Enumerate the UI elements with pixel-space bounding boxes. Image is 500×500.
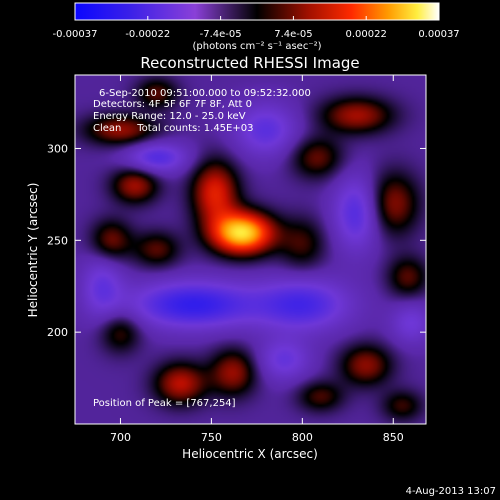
colorbar-unit-label: (photons cm⁻² s⁻¹ asec⁻²) — [192, 41, 321, 52]
y-tick-label: 250 — [47, 234, 68, 247]
x-tick-label: 800 — [292, 431, 313, 444]
y-tick-label: 300 — [47, 142, 68, 155]
x-axis-label: Heliocentric X (arcsec) — [182, 447, 318, 461]
colorbar — [74, 2, 440, 21]
colorbar-tick-label: -7.4e-05 — [200, 29, 242, 40]
x-tick-label: 750 — [201, 431, 222, 444]
energy-range-annotation: Energy Range: 12.0 - 25.0 keV — [93, 111, 246, 122]
detectors-annotation: Detectors: 4F 5F 6F 7F 8F, Att 0 — [93, 99, 252, 110]
x-tick-label: 700 — [110, 431, 131, 444]
colorbar-tick-label: 0.00037 — [418, 29, 459, 40]
plot-frame — [74, 74, 427, 425]
colorbar-tick-label: -0.00022 — [125, 29, 170, 40]
y-tick-label: 200 — [47, 326, 68, 339]
colorbar-tick-label: 0.00022 — [346, 29, 387, 40]
chart-title: Reconstructed RHESSI Image — [140, 54, 359, 72]
footer-date: 4-Aug-2013 13:07 — [406, 486, 496, 497]
clean-counts-annotation: Clean Total counts: 1.45E+03 — [93, 123, 253, 134]
peak-position-annotation: Position of Peak = [767,254] — [93, 398, 236, 409]
x-axis-ticks: 700 750 800 850 — [110, 75, 404, 444]
heatmap-image — [75, 75, 426, 424]
y-axis-label: Heliocentric Y (arcsec) — [26, 183, 40, 318]
time-range-annotation: 6-Sep-2010 09:51:00.000 to 09:52:32.000 — [99, 88, 311, 99]
x-tick-label: 850 — [383, 431, 404, 444]
colorbar-ticks: -0.00037 -0.00022 -7.4e-05 7.4e-05 0.00022 0.… — [53, 16, 460, 40]
colorbar-tick-label: 7.4e-05 — [274, 29, 312, 40]
colorbar-tick-label: -0.00037 — [53, 29, 98, 40]
y-axis-ticks: 200 250 300 — [47, 142, 426, 339]
